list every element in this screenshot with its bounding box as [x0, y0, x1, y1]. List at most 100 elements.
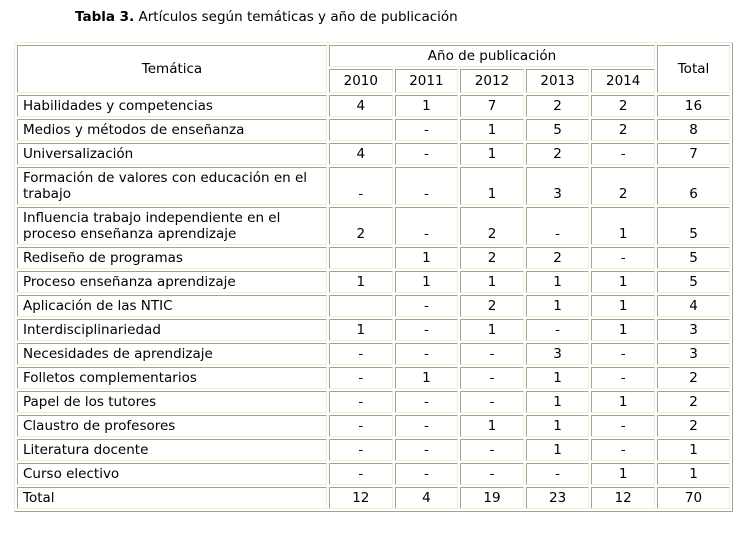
year-value-cell: 7: [460, 95, 524, 117]
tematica-cell: Universalización: [17, 143, 327, 165]
year-header-2013: 2013: [525, 69, 590, 93]
row-total-cell: 70: [657, 487, 730, 509]
year-value-cell: 1: [394, 247, 459, 269]
publications-table: Temática Año de publicación Total 2010 2…: [14, 42, 733, 512]
year-header-2010: 2010: [329, 69, 393, 93]
year-value-cell: 4: [329, 143, 393, 165]
year-value-cell: 1: [591, 319, 655, 341]
year-value-cell: -: [394, 319, 459, 341]
year-value-cell: -: [591, 367, 655, 389]
row-total-cell: 3: [657, 343, 730, 365]
year-value-cell: -: [394, 143, 459, 165]
year-value-cell: 1: [460, 167, 524, 205]
tematica-cell: Total: [17, 487, 327, 509]
year-value-cell: 3: [525, 343, 590, 365]
table-row: Influencia trabajo independiente en el p…: [17, 207, 730, 245]
year-value-cell: -: [394, 439, 459, 461]
year-header-2011: 2011: [394, 69, 459, 93]
row-total-cell: 7: [657, 143, 730, 165]
table-row: Universalización 4-1 2-7: [17, 143, 730, 165]
year-value-cell: 2: [591, 119, 655, 141]
total-column-header: Total: [657, 45, 730, 93]
year-value-cell: -: [329, 167, 393, 205]
year-value-cell: -: [394, 343, 459, 365]
year-value-cell: 1: [591, 391, 655, 413]
tematica-cell: Aplicación de las NTIC: [17, 295, 327, 317]
tematica-cell: Necesidades de aprendizaje: [17, 343, 327, 365]
year-value-cell: 1: [525, 391, 590, 413]
tematica-cell: Medios y métodos de enseñanza: [17, 119, 327, 141]
row-total-cell: 6: [657, 167, 730, 205]
year-value-cell: 2: [525, 247, 590, 269]
year-value-cell: 12: [329, 487, 393, 509]
year-value-cell: 1: [394, 367, 459, 389]
year-value-cell: 12: [591, 487, 655, 509]
year-value-cell: -: [394, 207, 459, 245]
year-value-cell: 1: [525, 367, 590, 389]
year-value-cell: 4: [394, 487, 459, 509]
year-value-cell: 2: [329, 207, 393, 245]
row-total-cell: 4: [657, 295, 730, 317]
row-total-cell: 1: [657, 463, 730, 485]
header-row-groups: Temática Año de publicación Total: [17, 45, 730, 93]
row-total-cell: 5: [657, 271, 730, 293]
year-value-cell: 4: [329, 95, 393, 117]
year-value-cell: -: [329, 439, 393, 461]
year-value-cell: -: [329, 343, 393, 365]
year-value-cell: [329, 247, 393, 269]
year-header-2012: 2012: [460, 69, 524, 93]
table-row: Interdisciplinariedad 1-1-1 3: [17, 319, 730, 341]
year-value-cell: 1: [394, 271, 459, 293]
table-caption-text: Artículos según temáticas y año de publi…: [134, 9, 458, 25]
tematica-cell: Interdisciplinariedad: [17, 319, 327, 341]
table-row: Aplicación de las NTIC -2 1 1 4: [17, 295, 730, 317]
tematica-cell: Habilidades y competencias: [17, 95, 327, 117]
row-total-cell: 2: [657, 391, 730, 413]
year-value-cell: -: [329, 391, 393, 413]
table-row: Formación de valores con educación en el…: [17, 167, 730, 205]
year-value-cell: 1: [591, 207, 655, 245]
year-value-cell: -: [460, 463, 524, 485]
year-value-cell: -: [525, 463, 590, 485]
year-value-cell: 2: [525, 95, 590, 117]
year-value-cell: -: [329, 415, 393, 437]
year-value-cell: -: [394, 167, 459, 205]
table-row: Rediseño de programas 1 2 2-5: [17, 247, 730, 269]
year-value-cell: -: [329, 367, 393, 389]
tematica-column-header: Temática: [17, 45, 327, 93]
year-value-cell: -: [394, 295, 459, 317]
year-value-cell: 1: [394, 95, 459, 117]
total-row: Total 12 4 19 23 12 70: [17, 487, 730, 509]
year-value-cell: -: [394, 119, 459, 141]
year-value-cell: 1: [460, 415, 524, 437]
year-value-cell: -: [460, 391, 524, 413]
year-value-cell: -: [329, 463, 393, 485]
row-total-cell: 16: [657, 95, 730, 117]
year-value-cell: 2: [460, 295, 524, 317]
year-value-cell: 1: [591, 295, 655, 317]
year-value-cell: -: [460, 343, 524, 365]
year-value-cell: -: [591, 343, 655, 365]
tematica-cell: Proceso enseñanza aprendizaje: [17, 271, 327, 293]
table-row: Literatura docente - - -1-1: [17, 439, 730, 461]
row-total-cell: 8: [657, 119, 730, 141]
year-value-cell: 1: [525, 271, 590, 293]
table-row: Folletos complementarios -1-1-2: [17, 367, 730, 389]
year-value-cell: 3: [525, 167, 590, 205]
year-value-cell: -: [394, 415, 459, 437]
row-total-cell: 5: [657, 247, 730, 269]
table-caption-label: Tabla 3.: [75, 9, 135, 25]
year-value-cell: 2: [460, 247, 524, 269]
year-value-cell: 1: [525, 415, 590, 437]
year-value-cell: -: [525, 207, 590, 245]
row-total-cell: 2: [657, 367, 730, 389]
year-value-cell: 1: [460, 319, 524, 341]
year-value-cell: -: [591, 415, 655, 437]
year-value-cell: [329, 119, 393, 141]
row-total-cell: 2: [657, 415, 730, 437]
table-row: Claustro de profesores - -1 1-2: [17, 415, 730, 437]
table-row: Habilidades y competencias 4 1 7 2 2 16: [17, 95, 730, 117]
table-row: Medios y métodos de enseñanza -1 5 2 8: [17, 119, 730, 141]
year-header-2014: 2014: [591, 69, 655, 93]
